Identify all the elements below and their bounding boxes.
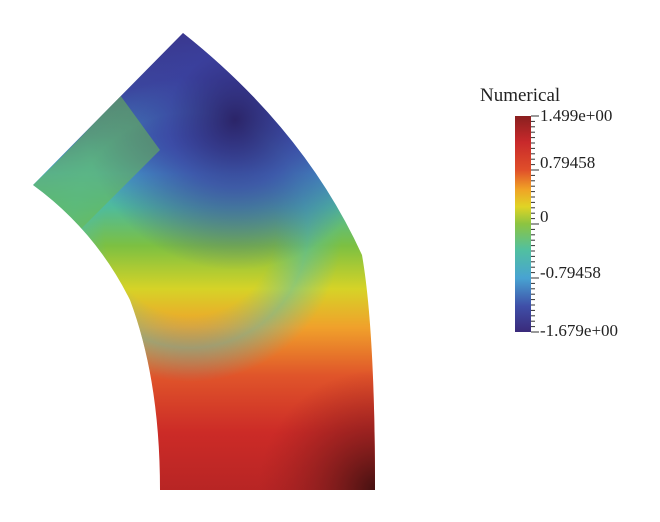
colorbar-tick-label: 1.499e+00: [540, 106, 613, 125]
colorbar: [515, 116, 531, 332]
field-shape: [33, 33, 375, 490]
colorbar-title: Numerical: [480, 85, 561, 106]
colorbar-tick-label: 0: [540, 207, 549, 226]
colorbar-tick-label: -1.679e+00: [540, 321, 619, 340]
colorbar-tick-label: 0.79458: [540, 153, 596, 172]
colorbar-ticks: [531, 115, 539, 333]
colorbar-tick-label: -0.79458: [540, 263, 601, 282]
